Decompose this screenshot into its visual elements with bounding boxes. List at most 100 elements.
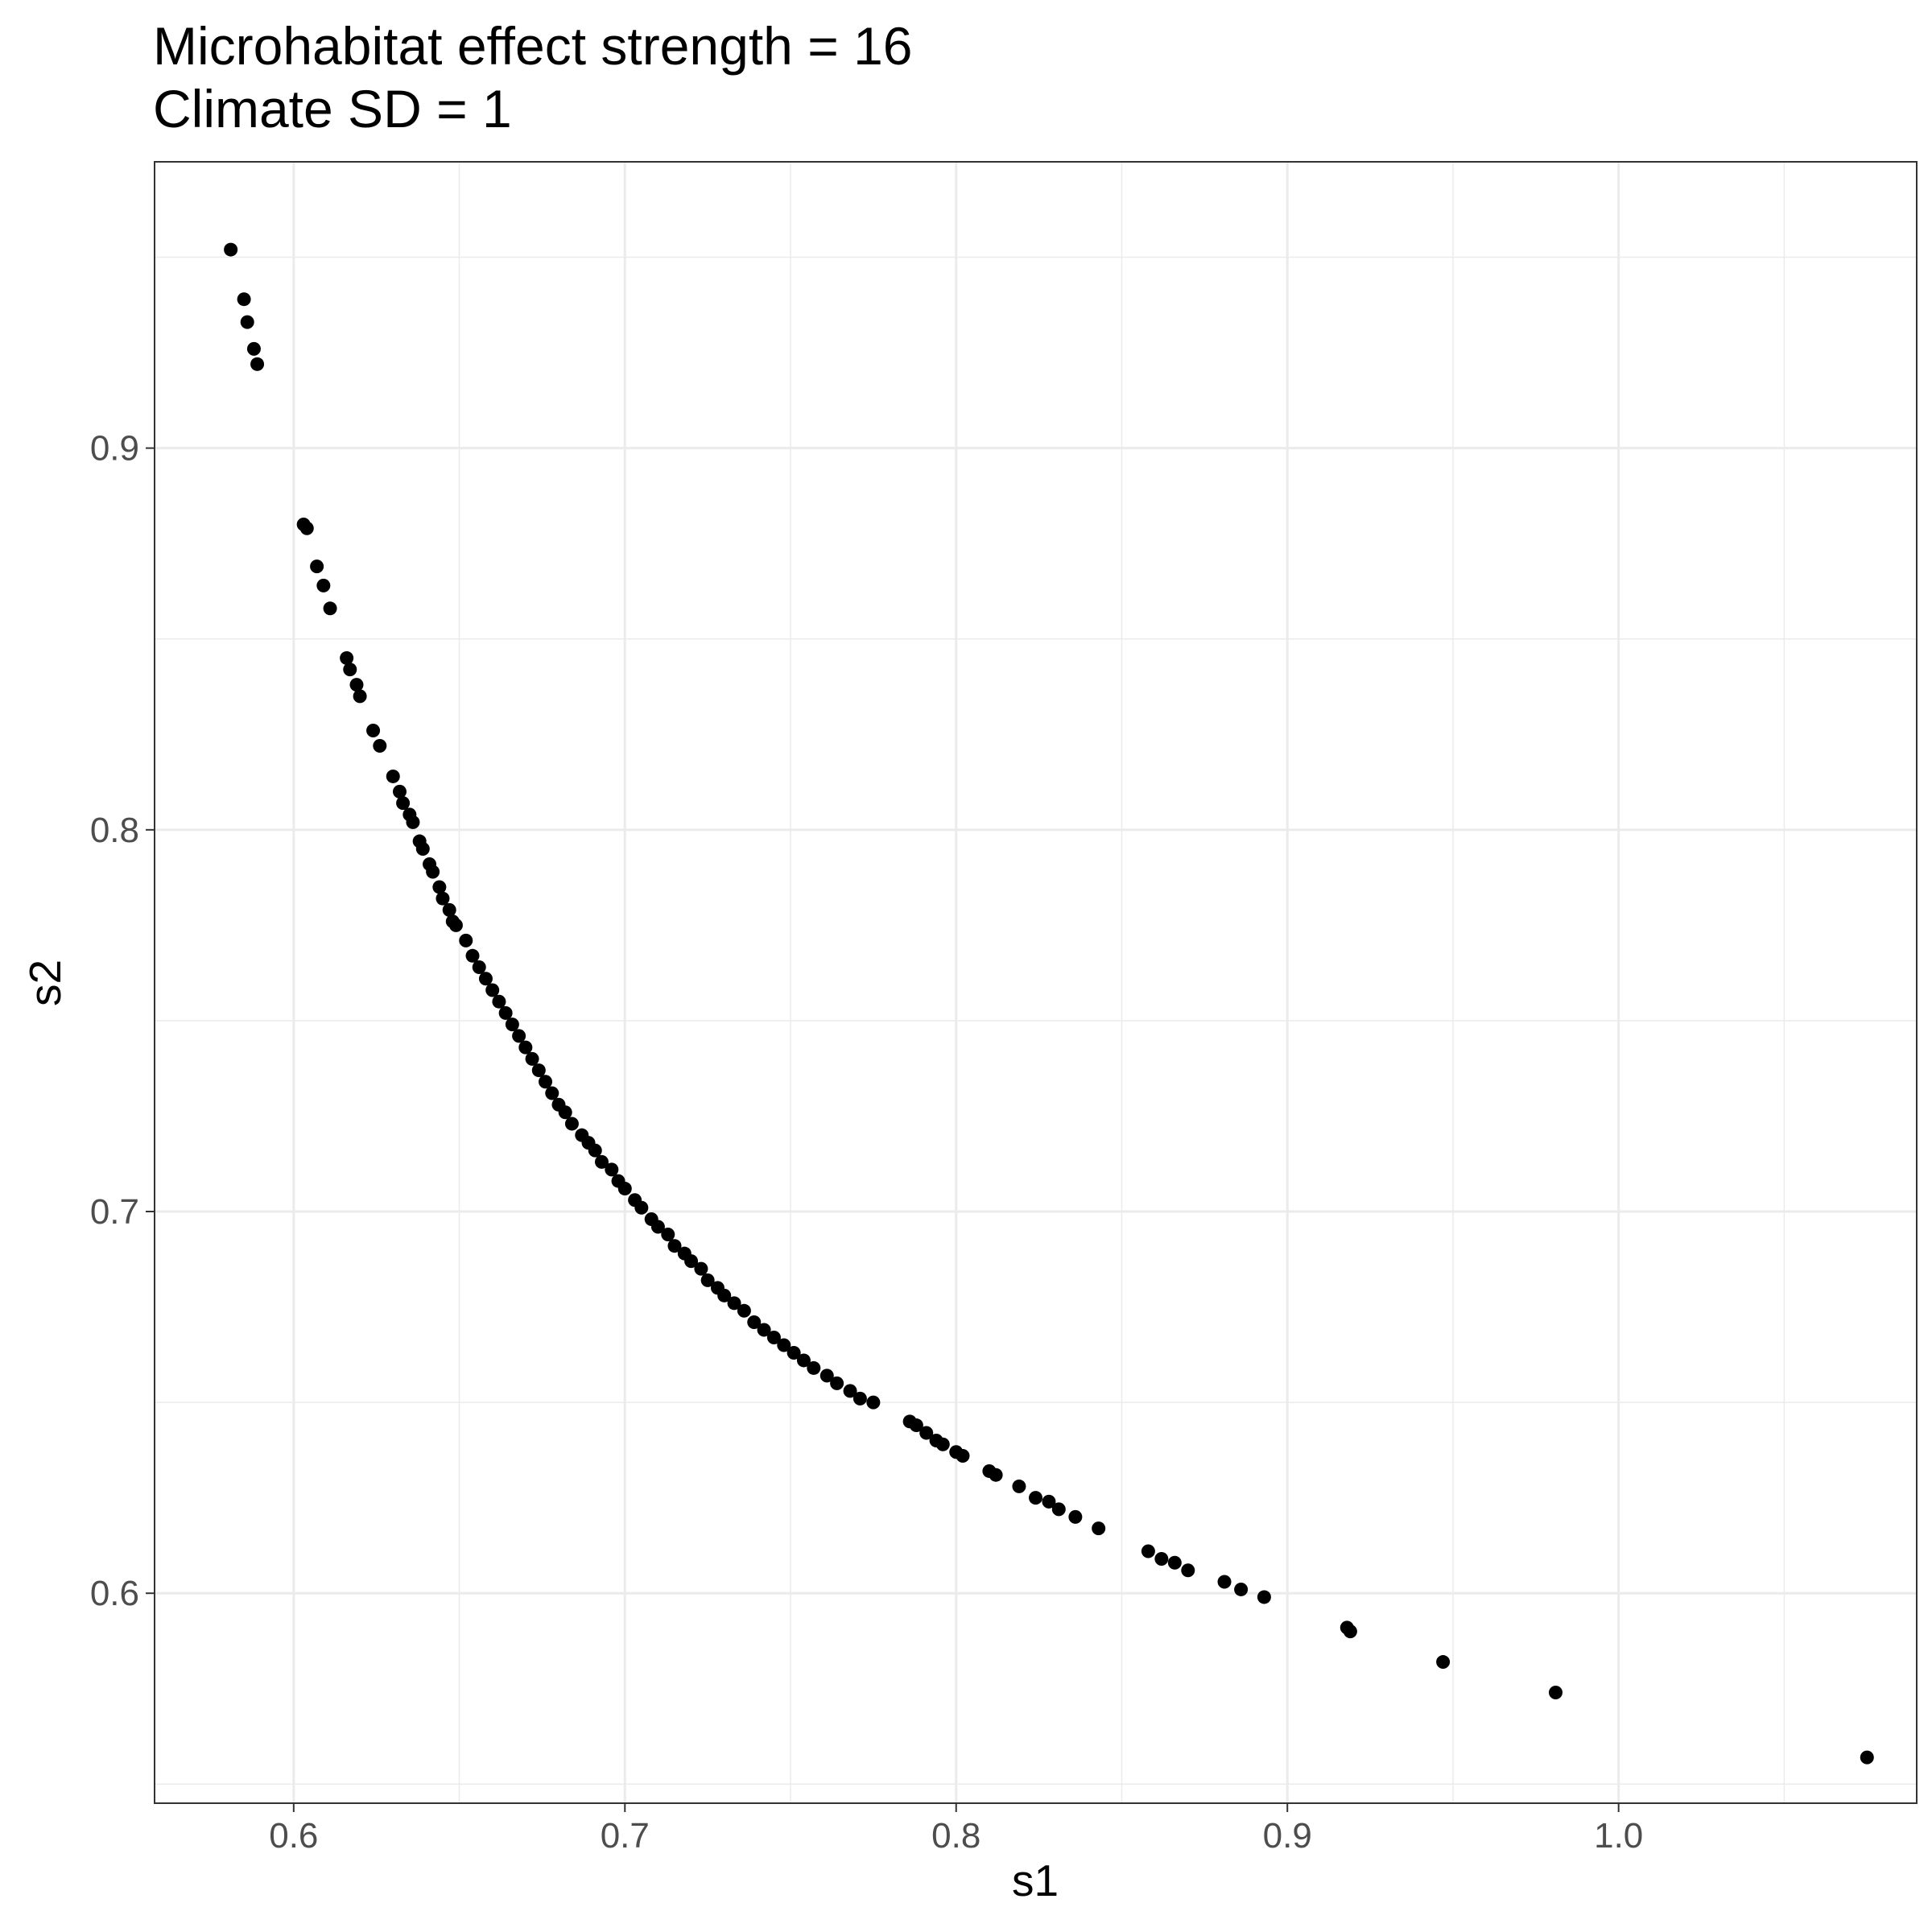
chart-subtitle: Climate SD = 1 [153, 79, 512, 138]
y-tick-label: 0.8 [90, 811, 139, 850]
x-tick-label: 0.8 [931, 1816, 980, 1856]
y-axis-title: s2 [20, 960, 70, 1006]
data-point [605, 1162, 619, 1177]
data-point [539, 1075, 553, 1089]
data-point [956, 1448, 970, 1463]
data-point [392, 784, 407, 799]
data-point [717, 1288, 732, 1302]
data-point [246, 341, 261, 356]
data-point [558, 1105, 572, 1120]
data-point [796, 1353, 811, 1368]
data-point [594, 1154, 609, 1169]
data-point [415, 842, 430, 857]
data-point [634, 1200, 649, 1215]
data-point [1051, 1502, 1066, 1517]
data-point [240, 315, 254, 329]
x-axis: 0.6 0.7 0.8 0.9 1.0 [269, 1803, 1643, 1856]
data-point [396, 796, 411, 811]
data-point [1012, 1479, 1026, 1493]
x-tick-label: 0.9 [1263, 1816, 1312, 1856]
data-point [1029, 1491, 1042, 1505]
data-point [426, 865, 440, 879]
data-point [310, 559, 324, 574]
data-point [478, 972, 493, 986]
data-point [299, 521, 314, 535]
data-point [498, 1005, 513, 1020]
data-point [366, 724, 381, 738]
data-point [459, 933, 473, 947]
data-point [919, 1426, 934, 1440]
data-point [684, 1254, 699, 1269]
data-point [617, 1182, 632, 1196]
data-point [406, 815, 420, 829]
data-point [807, 1360, 821, 1375]
data-point [700, 1273, 715, 1287]
y-tick-label: 0.9 [90, 429, 139, 469]
data-point [432, 880, 447, 894]
data-point [386, 769, 400, 783]
data-point [852, 1391, 867, 1406]
data-point [989, 1468, 1003, 1482]
data-point [1257, 1590, 1271, 1604]
data-point [786, 1345, 801, 1360]
plot-background [155, 162, 1917, 1803]
data-point [727, 1296, 741, 1311]
data-point [442, 902, 456, 917]
data-point [564, 1117, 579, 1131]
data-point [1042, 1494, 1056, 1509]
data-point [1234, 1582, 1249, 1596]
data-point [1068, 1509, 1083, 1524]
data-point [1860, 1750, 1874, 1765]
data-point [737, 1303, 751, 1318]
grid-lines [155, 162, 1917, 1803]
data-point [909, 1418, 923, 1433]
data-point [472, 960, 486, 975]
y-tick-label: 0.7 [90, 1192, 139, 1232]
data-point [1343, 1624, 1357, 1639]
y-tick-label: 0.6 [90, 1574, 139, 1613]
data-point [343, 663, 357, 677]
data-point [323, 601, 337, 616]
data-point [661, 1227, 675, 1241]
data-point [531, 1063, 546, 1078]
data-point [1436, 1655, 1451, 1670]
plot-border [154, 161, 1918, 1804]
data-point [224, 242, 238, 257]
data-point [1092, 1521, 1106, 1536]
data-point [1181, 1563, 1195, 1578]
data-point [373, 739, 387, 753]
data-point [250, 357, 265, 371]
x-tick-label: 1.0 [1594, 1816, 1643, 1856]
data-point [694, 1261, 708, 1276]
data-point [650, 1220, 665, 1234]
data-point [525, 1051, 539, 1066]
data-point [819, 1368, 834, 1383]
data-point [757, 1323, 771, 1337]
data-point [830, 1376, 844, 1390]
data-point [667, 1239, 682, 1253]
data-point [935, 1437, 950, 1451]
data-point [353, 689, 367, 704]
data-point [1154, 1552, 1169, 1567]
data-point [777, 1338, 791, 1352]
data-point [545, 1086, 559, 1100]
data-point [349, 678, 364, 692]
data-point [448, 918, 463, 932]
data-point [340, 650, 354, 665]
data-point [518, 1040, 533, 1055]
data-point [747, 1315, 762, 1330]
data-point [1549, 1685, 1563, 1699]
x-tick-label: 0.7 [601, 1816, 650, 1856]
data-point [588, 1143, 602, 1158]
data-point [1167, 1555, 1182, 1570]
y-axis: 0.6 0.7 0.8 0.9 [90, 429, 155, 1613]
x-axis-title: s1 [1012, 1856, 1059, 1905]
data-point [866, 1395, 881, 1410]
data-point [512, 1029, 526, 1043]
data-point [1141, 1544, 1155, 1558]
data-point [492, 994, 506, 1009]
data-point [505, 1018, 519, 1032]
data-point [436, 891, 450, 906]
data-point [465, 948, 480, 963]
